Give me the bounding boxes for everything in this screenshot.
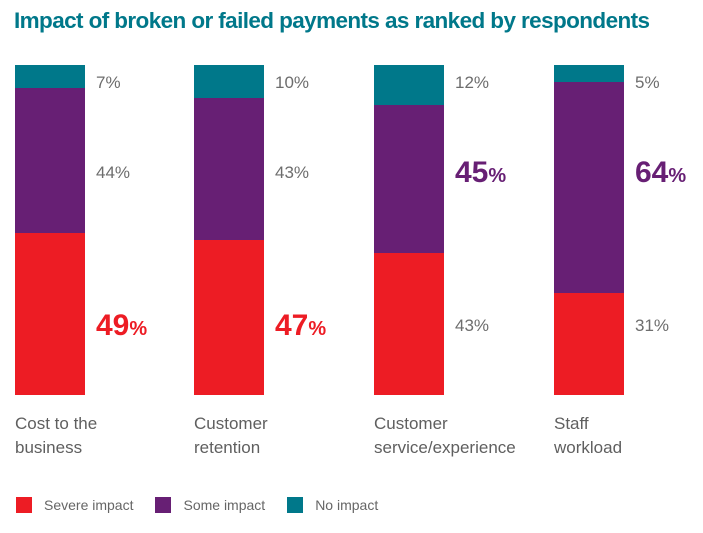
category-label: Staff workload [554, 414, 623, 457]
legend-swatch [287, 497, 304, 513]
legend-item: Some impact [155, 497, 265, 513]
data-label: 64% [635, 156, 687, 189]
bar-segment-some-impact [374, 104, 444, 254]
chart-title: Impact of broken or failed payments as r… [14, 8, 650, 33]
data-label: 43% [455, 316, 490, 335]
legend-swatch [16, 497, 32, 513]
category-label: Customer retention [194, 414, 268, 457]
legend-item: Severe impact [16, 497, 133, 513]
data-label: 49% [96, 309, 148, 342]
legend-item: No impact [287, 497, 378, 513]
data-label: 44% [96, 163, 131, 182]
legend-label: Some impact [183, 497, 266, 513]
bar-segment-no-impact [194, 65, 264, 98]
data-label: 10% [275, 73, 310, 92]
data-label: 12% [455, 73, 490, 92]
category-label: Cost to the business [15, 414, 98, 457]
legend-swatch [155, 497, 172, 513]
data-label: 7% [96, 73, 121, 92]
data-label: 47% [275, 309, 327, 342]
category-label: Customer service/experience [374, 414, 516, 457]
data-label: 45% [455, 156, 507, 189]
bar-segment-severe-impact [15, 233, 85, 395]
bar-segment-some-impact [15, 88, 85, 234]
bar-segment-no-impact [554, 65, 624, 82]
data-label: 43% [275, 163, 310, 182]
legend: Severe impact Some impact No impact [16, 497, 400, 513]
bar-segment-severe-impact [554, 292, 624, 395]
data-label: 5% [635, 73, 660, 92]
legend-label: No impact [315, 497, 379, 513]
bar-segment-some-impact [554, 81, 624, 293]
bar-segment-severe-impact [194, 239, 264, 395]
bar-segment-some-impact [194, 98, 264, 240]
bar-segment-no-impact [374, 65, 444, 105]
bar-segment-severe-impact [374, 253, 444, 395]
bar-segment-no-impact [15, 65, 85, 89]
legend-label: Severe impact [44, 497, 134, 513]
data-label: 31% [635, 316, 670, 335]
